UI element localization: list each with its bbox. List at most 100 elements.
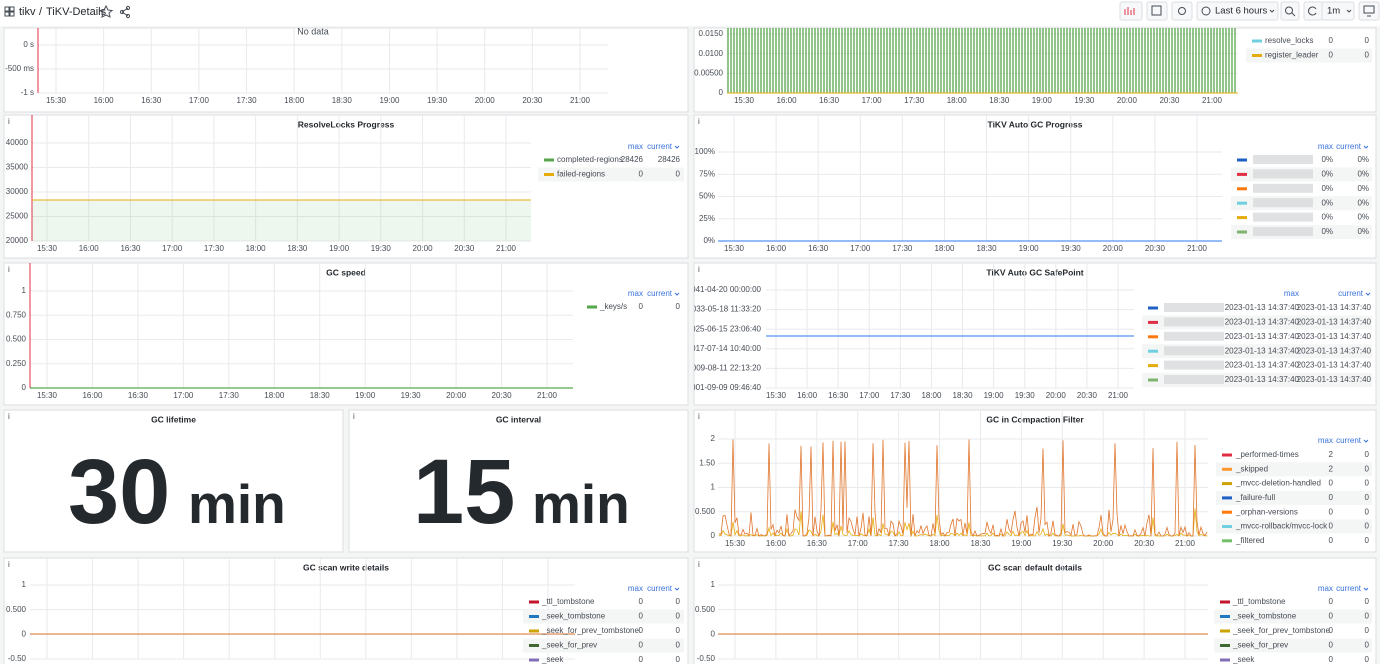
legend-header[interactable]: max bbox=[1318, 142, 1333, 151]
legend-max: 0 bbox=[1329, 493, 1334, 502]
panel-title[interactable]: ResolveLocks Progress bbox=[298, 119, 395, 129]
x-tick-label: 19:30 bbox=[1015, 391, 1036, 400]
legend-current: 2023-01-13 14:37:40 bbox=[1297, 332, 1372, 341]
legend-current: 0 bbox=[1365, 450, 1370, 459]
legend-max: 2023-01-13 14:37:40 bbox=[1225, 318, 1300, 327]
star-button[interactable] bbox=[98, 4, 114, 18]
x-tick-label: 19:00 bbox=[1032, 96, 1053, 105]
legend-name[interactable]: _skipped bbox=[1235, 464, 1268, 473]
y-tick-label: 35000 bbox=[6, 163, 29, 172]
legend-name[interactable]: _orphan-versions bbox=[1235, 507, 1298, 516]
panel-info[interactable]: i bbox=[698, 560, 700, 569]
settings-button[interactable] bbox=[1171, 1, 1193, 21]
refresh-interval[interactable] bbox=[1321, 1, 1355, 21]
legend-name[interactable]: _seek bbox=[541, 655, 564, 664]
folder-link[interactable]: tikv bbox=[19, 6, 36, 18]
y-tick-label: 2025-06-15 23:06:40 bbox=[687, 324, 762, 333]
legend-header[interactable]: max bbox=[628, 289, 643, 298]
panel-title[interactable]: TiKV Auto GC SafePoint bbox=[986, 267, 1083, 277]
legend-header[interactable]: max bbox=[1318, 436, 1333, 445]
legend-name[interactable]: _seek_for_prev_tombstone bbox=[1232, 626, 1331, 635]
panel-info[interactable]: i bbox=[698, 265, 700, 274]
legend-current: 0 bbox=[1365, 641, 1370, 650]
panel-info[interactable]: i bbox=[8, 265, 10, 274]
panel-frame bbox=[3, 114, 689, 259]
save-button[interactable] bbox=[1146, 1, 1168, 21]
legend-header[interactable]: current bbox=[1336, 584, 1362, 593]
legend-header[interactable]: max bbox=[628, 142, 643, 151]
legend-header[interactable]: current bbox=[647, 142, 673, 151]
separator: / bbox=[39, 6, 43, 18]
legend-swatch bbox=[1148, 364, 1158, 368]
legend-swatch bbox=[1148, 349, 1158, 353]
panel-info[interactable]: i bbox=[8, 560, 10, 569]
time-range[interactable]: Last 6 hours bbox=[1215, 6, 1268, 17]
panel-title[interactable]: GC scan write details bbox=[303, 562, 389, 572]
legend-current: 0 bbox=[676, 170, 681, 179]
panel-title[interactable]: GC speed bbox=[326, 267, 366, 277]
panel-info[interactable]: i bbox=[353, 412, 355, 421]
panel-title[interactable]: GC scan default details bbox=[988, 562, 1082, 572]
panel-title[interactable]: TiKV Auto GC Progress bbox=[988, 119, 1083, 129]
dashboard-title[interactable]: TiKV-Details bbox=[46, 6, 107, 18]
legend-name[interactable]: _ttl_tombstone bbox=[1232, 597, 1286, 606]
legend-name[interactable]: _performed-times bbox=[1235, 450, 1299, 459]
redacted-name bbox=[1164, 317, 1224, 327]
legend-header[interactable]: max bbox=[1284, 289, 1299, 298]
panel-title[interactable]: GC interval bbox=[496, 414, 541, 424]
panel-info[interactable]: i bbox=[698, 412, 700, 421]
legend-name[interactable]: _failure-full bbox=[1235, 493, 1275, 502]
x-tick-label: 21:00 bbox=[537, 391, 558, 400]
legend-current: 0 bbox=[1365, 536, 1370, 545]
legend-header[interactable]: max bbox=[1318, 584, 1333, 593]
legend-name[interactable]: _seek_for_prev bbox=[541, 641, 597, 650]
legend-max: 0% bbox=[1321, 198, 1333, 207]
x-tick-label: 19:30 bbox=[427, 96, 448, 105]
plot: 2 1.50 1 0.500 0 15:30 16:00 16:30 17:00 17:30 18:… bbox=[695, 410, 1372, 548]
panel-title[interactable]: GC in Compaction Filter bbox=[986, 414, 1084, 424]
refresh-interval-label[interactable]: 1m bbox=[1327, 6, 1340, 17]
legend-name[interactable]: _mvcc-rollback/mvcc-lock bbox=[1235, 522, 1328, 531]
x-tick-label: 20:30 bbox=[1134, 539, 1155, 548]
legend-header[interactable]: current bbox=[647, 584, 673, 593]
legend-name[interactable]: _filtered bbox=[1235, 536, 1264, 545]
legend-name[interactable]: _keys/s bbox=[599, 302, 627, 311]
legend-name[interactable]: completed-regions bbox=[557, 155, 623, 164]
legend-header[interactable]: current bbox=[1336, 142, 1362, 151]
legend-header[interactable]: max bbox=[628, 584, 643, 593]
apps-icon[interactable] bbox=[4, 6, 15, 17]
x-tick-label: 20:00 bbox=[1046, 391, 1067, 400]
panel-title[interactable]: GC lifetime bbox=[151, 414, 196, 424]
y-tick-label: 2041-04-20 00:00:00 bbox=[687, 285, 762, 294]
legend-name[interactable]: _seek_tombstone bbox=[541, 612, 606, 621]
legend-swatch bbox=[1237, 158, 1247, 162]
zoom-out-button[interactable] bbox=[1280, 1, 1300, 21]
legend-swatch bbox=[1222, 467, 1232, 471]
legend-header[interactable]: current bbox=[1336, 436, 1362, 445]
refresh-button[interactable] bbox=[1303, 1, 1323, 21]
legend-name[interactable]: _seek_for_prev_tombstone bbox=[541, 626, 640, 635]
legend-name[interactable]: resolve_locks bbox=[1265, 36, 1313, 45]
panel-info[interactable]: i bbox=[8, 412, 10, 421]
panel-info[interactable]: i bbox=[698, 117, 700, 126]
legend-header[interactable]: current bbox=[1338, 289, 1364, 298]
y-tick-label: 0.500 bbox=[6, 605, 27, 614]
legend-name[interactable]: _mvcc-deletion-handled bbox=[1235, 479, 1321, 488]
legend-name[interactable]: _seek_tombstone bbox=[1232, 612, 1297, 621]
time-picker[interactable] bbox=[1196, 1, 1279, 21]
panel-info[interactable]: i bbox=[8, 117, 10, 126]
legend-name[interactable]: register_leader bbox=[1265, 51, 1319, 60]
panel-frame bbox=[3, 27, 689, 113]
series-area bbox=[32, 200, 531, 241]
legend-header[interactable]: current bbox=[647, 289, 673, 298]
legend-name[interactable]: _ttl_tombstone bbox=[541, 597, 595, 606]
share-button[interactable] bbox=[119, 5, 131, 19]
legend-name[interactable]: _seek bbox=[1232, 655, 1255, 664]
legend-name[interactable]: _seek_for_prev bbox=[1232, 641, 1288, 650]
stat-unit: min bbox=[532, 473, 630, 535]
tv-mode-button[interactable] bbox=[1358, 1, 1380, 21]
x-tick-label: 18:00 bbox=[246, 244, 267, 253]
y-tick-label: 2009-08-11 22:13:20 bbox=[687, 364, 761, 373]
legend-name[interactable]: failed-regions bbox=[557, 170, 605, 179]
x-tick-label: 19:00 bbox=[329, 244, 350, 253]
